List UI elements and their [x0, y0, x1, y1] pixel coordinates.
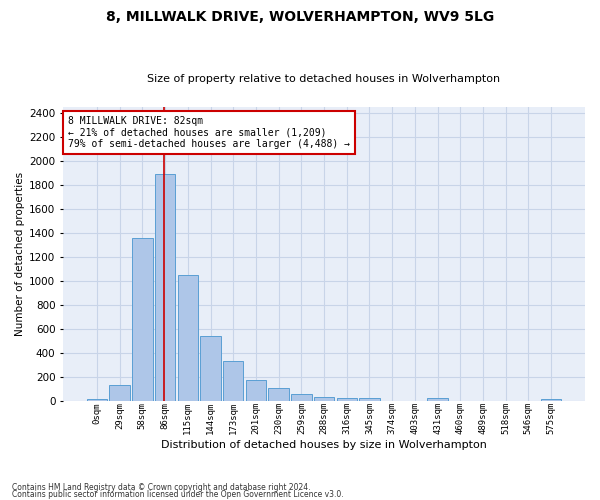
Bar — [223, 360, 244, 401]
Text: 8, MILLWALK DRIVE, WOLVERHAMPTON, WV9 5LG: 8, MILLWALK DRIVE, WOLVERHAMPTON, WV9 5L… — [106, 10, 494, 24]
Title: Size of property relative to detached houses in Wolverhampton: Size of property relative to detached ho… — [148, 74, 500, 84]
Y-axis label: Number of detached properties: Number of detached properties — [15, 172, 25, 336]
Text: Contains public sector information licensed under the Open Government Licence v3: Contains public sector information licen… — [12, 490, 344, 499]
X-axis label: Distribution of detached houses by size in Wolverhampton: Distribution of detached houses by size … — [161, 440, 487, 450]
Bar — [359, 398, 380, 401]
Bar — [337, 398, 357, 401]
Bar — [427, 398, 448, 401]
Bar — [155, 174, 175, 401]
Text: Contains HM Land Registry data © Crown copyright and database right 2024.: Contains HM Land Registry data © Crown c… — [12, 484, 311, 492]
Bar — [109, 384, 130, 401]
Bar — [314, 396, 334, 401]
Bar — [178, 276, 198, 401]
Bar — [200, 336, 221, 401]
Bar — [132, 238, 152, 401]
Bar — [246, 380, 266, 401]
Text: 8 MILLWALK DRIVE: 82sqm
← 21% of detached houses are smaller (1,209)
79% of semi: 8 MILLWALK DRIVE: 82sqm ← 21% of detache… — [68, 116, 350, 149]
Bar — [291, 394, 311, 401]
Bar — [268, 388, 289, 401]
Bar — [541, 399, 561, 401]
Bar — [87, 399, 107, 401]
